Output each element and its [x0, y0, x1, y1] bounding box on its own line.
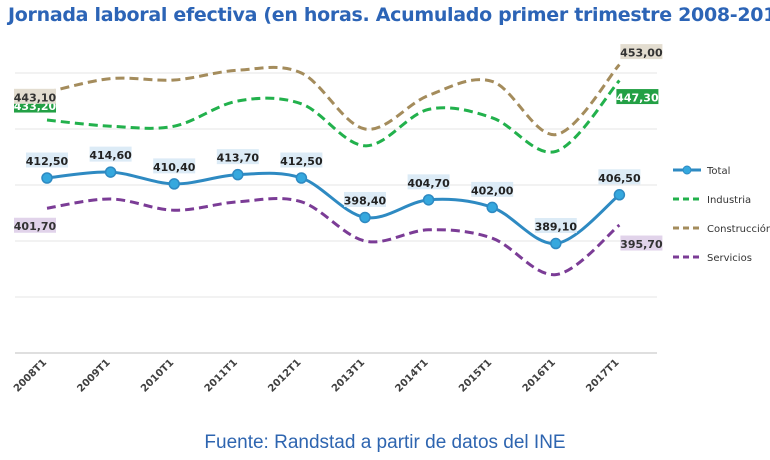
x-tick-label: 2016T1	[521, 357, 558, 394]
data-label: 398,40	[344, 194, 387, 207]
data-label: 447,30	[616, 92, 659, 105]
data-label: 443,10	[14, 91, 57, 104]
data-point	[422, 194, 435, 206]
data-point	[613, 189, 626, 201]
series-line-total	[46, 170, 621, 246]
line-chart: 412,50 414,60 410,40 413,70 412,50 398,40 404,…	[12, 44, 770, 395]
data-label-bg	[598, 169, 641, 185]
data-label-bg	[26, 152, 68, 168]
x-tick-label: 2014T1	[394, 357, 431, 394]
data-point	[486, 201, 498, 214]
data-label-bg	[407, 174, 450, 190]
x-tick-label: 2011T1	[203, 357, 240, 394]
data-label-bg	[616, 89, 659, 105]
data-label-bg	[471, 181, 514, 197]
data-label-bg	[280, 152, 323, 168]
grid	[15, 72, 657, 354]
data-label: 412,50	[280, 155, 323, 168]
data-label-bg	[14, 88, 56, 104]
series-lines	[46, 63, 621, 277]
data-label-bg	[216, 149, 259, 165]
series-line-servicios	[46, 197, 621, 277]
legend: Total Industria Construcción Servicios	[673, 165, 770, 264]
legend-marker	[682, 165, 692, 175]
data-point	[41, 172, 53, 184]
x-axis: 2008T1 2009T1 2010T1 2011T1 2012T1 2013T1 2014…	[12, 357, 622, 394]
data-label-bg	[344, 191, 386, 207]
data-label: 412,50	[26, 155, 69, 168]
legend-label: Industria	[707, 195, 751, 206]
x-tick-label: 2015T1	[457, 357, 494, 394]
x-tick-label: 2012T1	[266, 357, 303, 394]
x-tick-label: 2017T1	[584, 357, 621, 394]
data-label: 406,50	[598, 172, 641, 185]
x-tick-label: 2009T1	[76, 357, 113, 394]
data-label-bg	[89, 146, 132, 162]
data-point	[550, 237, 562, 250]
data-label-bg	[620, 235, 663, 251]
data-point	[104, 166, 117, 178]
data-label: 413,70	[217, 152, 260, 165]
data-label: 389,10	[535, 221, 578, 234]
data-point	[232, 168, 244, 181]
data-label: 395,70	[620, 238, 663, 251]
data-point	[168, 178, 180, 190]
source-note: Fuente: Randstad a partir de datos del I…	[204, 432, 566, 453]
x-tick-label: 2010T1	[139, 357, 176, 394]
series-line-construccion	[46, 63, 621, 137]
data-label: 453,00	[620, 47, 663, 60]
legend-label: Construcción	[707, 223, 770, 235]
data-label: 401,70	[14, 220, 57, 233]
data-label-bg	[534, 218, 577, 234]
x-tick-label: 2008T1	[12, 357, 49, 394]
data-label-bg	[14, 217, 56, 233]
data-label-bg	[620, 44, 663, 60]
chart-title: Jornada laboral efectiva (en horas. Acum…	[8, 4, 770, 26]
legend-label: Servicios	[707, 253, 752, 264]
data-label-bg	[153, 158, 196, 174]
data-label: 410,40	[153, 161, 196, 174]
data-markers	[41, 166, 626, 250]
data-point	[295, 172, 308, 184]
x-tick-label: 2013T1	[330, 357, 367, 394]
data-label: 414,60	[89, 149, 132, 162]
series-line-industria	[46, 79, 621, 154]
data-labels: 412,50 414,60 410,40 413,70 412,50 398,40 404,…	[14, 44, 663, 251]
data-point	[359, 211, 371, 224]
legend-label: Total	[706, 166, 730, 177]
data-label: 402,00	[471, 184, 514, 197]
data-label: 404,70	[407, 177, 450, 190]
